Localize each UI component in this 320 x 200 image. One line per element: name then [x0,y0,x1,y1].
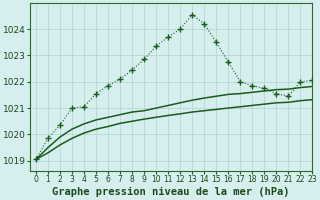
X-axis label: Graphe pression niveau de la mer (hPa): Graphe pression niveau de la mer (hPa) [52,187,290,197]
